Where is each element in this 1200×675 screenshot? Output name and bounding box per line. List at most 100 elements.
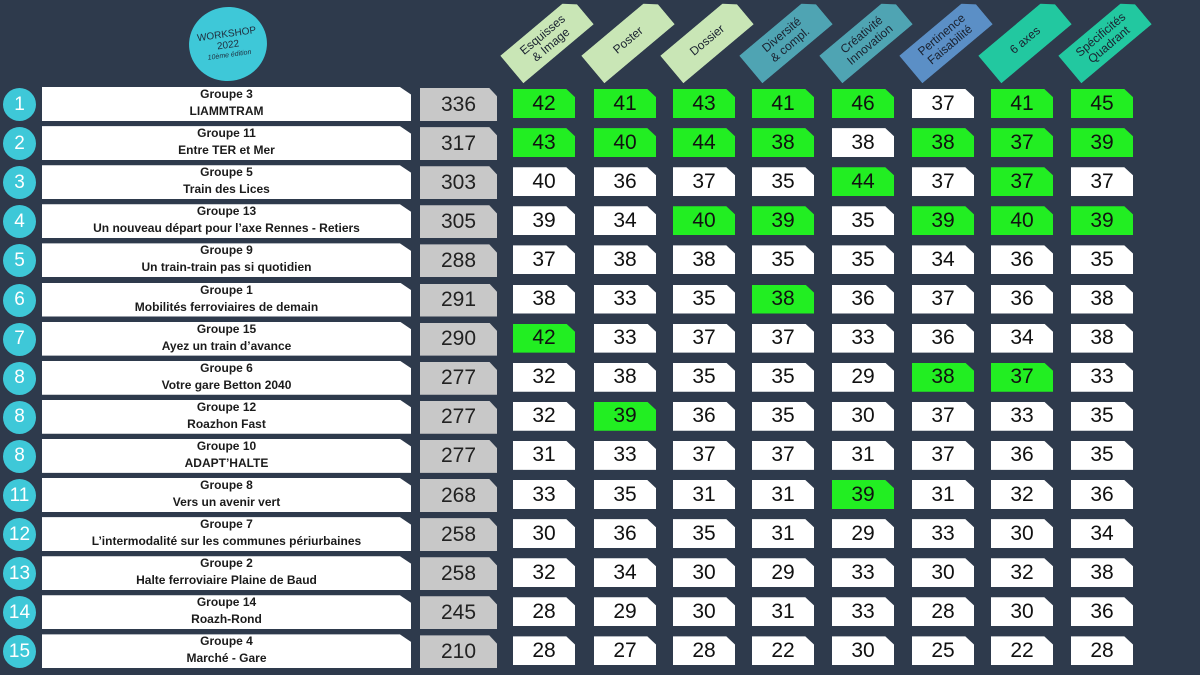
score-cell: 31	[673, 480, 735, 509]
score-cell: 28	[912, 597, 974, 627]
total-score: 258	[420, 518, 497, 552]
score-cell: 35	[832, 206, 894, 236]
total-score: 245	[420, 596, 497, 630]
group-name-box: Groupe 15 Ayez un train d’avance	[42, 321, 411, 356]
score-cell: 37	[991, 362, 1053, 392]
total-score: 288	[420, 244, 497, 278]
score-cell: 37	[912, 401, 974, 431]
score-cell: 35	[832, 245, 894, 275]
group-name-box: Groupe 10 ADAPT’HALTE	[42, 438, 411, 473]
total-score: 268	[420, 479, 497, 512]
group-name-box: Groupe 5 Train des Lices	[42, 165, 411, 200]
group-number: Groupe 5	[200, 165, 253, 180]
total-score: 291	[420, 283, 497, 317]
group-number: Groupe 10	[196, 438, 257, 453]
total-score: 305	[420, 205, 497, 239]
score-cell: 36	[594, 167, 656, 197]
score-cell: 43	[673, 89, 735, 118]
score-cell: 32	[513, 558, 575, 588]
score-cell: 43	[513, 128, 575, 158]
criterion-header-5: Créativité Innovation	[820, 0, 912, 82]
score-cell: 37	[991, 128, 1053, 158]
score-cell: 42	[513, 323, 575, 353]
group-name-box: Groupe 2 Halte ferroviaire Plaine de Baud	[42, 556, 411, 591]
score-cell: 36	[912, 323, 974, 353]
score-cell: 35	[752, 167, 814, 197]
score-cell: 32	[513, 401, 575, 431]
score-cell: 36	[991, 245, 1053, 275]
criterion-label: Spécificités Quadrant	[1072, 9, 1133, 67]
project-title: Train des Lices	[183, 182, 270, 197]
score-cell: 37	[1071, 167, 1133, 197]
score-cell: 44	[673, 128, 735, 158]
rank-badge: 15	[3, 635, 36, 669]
score-cell: 35	[1071, 401, 1133, 431]
score-cell: 40	[991, 206, 1053, 236]
group-number: Groupe 9	[200, 243, 253, 258]
project-title: Votre gare Betton 2040	[161, 377, 292, 392]
score-cell: 37	[912, 284, 974, 314]
score-cell: 37	[752, 440, 814, 470]
group-name-box: Groupe 1 Mobilités ferroviaires de demain	[42, 282, 411, 317]
score-cell: 29	[832, 362, 894, 392]
rank-badge: 1	[3, 88, 36, 121]
project-title: Entre TER et Mer	[178, 143, 275, 158]
score-cell: 35	[673, 519, 735, 549]
project-title: Marché - Gare	[186, 651, 267, 666]
score-cell: 33	[912, 519, 974, 549]
score-cell: 30	[912, 558, 974, 588]
project-title: Ayez un train d’avance	[161, 338, 292, 353]
total-score: 277	[420, 400, 497, 434]
score-cell: 35	[752, 401, 814, 431]
score-cell: 33	[1071, 362, 1133, 392]
score-cell: 38	[752, 284, 814, 314]
group-number: Groupe 8	[200, 478, 253, 492]
group-number: Groupe 11	[197, 126, 256, 141]
score-cell: 40	[513, 167, 575, 197]
criterion-tag: Esquisses & Image	[500, 0, 594, 83]
criterion-header-1: Esquisses & Image	[501, 0, 593, 82]
group-number: Groupe 7	[200, 517, 253, 532]
score-cell: 37	[912, 89, 974, 118]
group-number: Groupe 12	[196, 399, 257, 414]
score-cell: 35	[673, 362, 735, 392]
project-title: Roazh-Rond	[191, 612, 262, 627]
group-name-box: Groupe 11 Entre TER et Mer	[42, 126, 411, 161]
score-cell: 35	[752, 362, 814, 392]
criterion-label: 6 axes	[1006, 22, 1043, 57]
score-cell: 36	[594, 519, 656, 549]
score-cell: 25	[912, 636, 974, 666]
score-cell: 35	[594, 480, 656, 509]
score-cell: 38	[912, 128, 974, 158]
score-cell: 30	[991, 597, 1053, 627]
score-cell: 28	[1071, 636, 1133, 666]
score-cell: 36	[832, 284, 894, 314]
score-cell: 37	[991, 167, 1053, 197]
rank-badge: 4	[3, 205, 36, 239]
total-score: 290	[420, 322, 497, 356]
score-cell: 35	[1071, 440, 1133, 470]
project-title: L’intermodalité sur les communes périurb…	[91, 534, 362, 549]
score-cell: 33	[832, 558, 894, 588]
score-cell: 33	[594, 440, 656, 470]
group-number: Groupe 15	[196, 321, 257, 336]
score-cell: 38	[752, 128, 814, 158]
score-cell: 38	[1071, 323, 1133, 353]
score-cell: 32	[513, 362, 575, 392]
score-cell: 36	[991, 440, 1053, 470]
group-number: Groupe 1	[200, 282, 253, 297]
group-number: Groupe 6	[200, 360, 253, 375]
score-cell: 39	[832, 480, 894, 509]
group-number: Groupe 2	[200, 556, 253, 571]
score-cell: 35	[752, 245, 814, 275]
group-number: Groupe 3	[200, 87, 253, 101]
score-cell: 30	[673, 597, 735, 627]
score-cell: 36	[673, 401, 735, 431]
project-title: Roazhon Fast	[187, 416, 266, 431]
score-cell: 40	[673, 206, 735, 236]
score-cell: 36	[991, 284, 1053, 314]
score-cell: 38	[594, 245, 656, 275]
criterion-label: Esquisses & Image	[517, 11, 573, 65]
rank-badge: 7	[3, 322, 36, 356]
score-cell: 37	[912, 167, 974, 197]
